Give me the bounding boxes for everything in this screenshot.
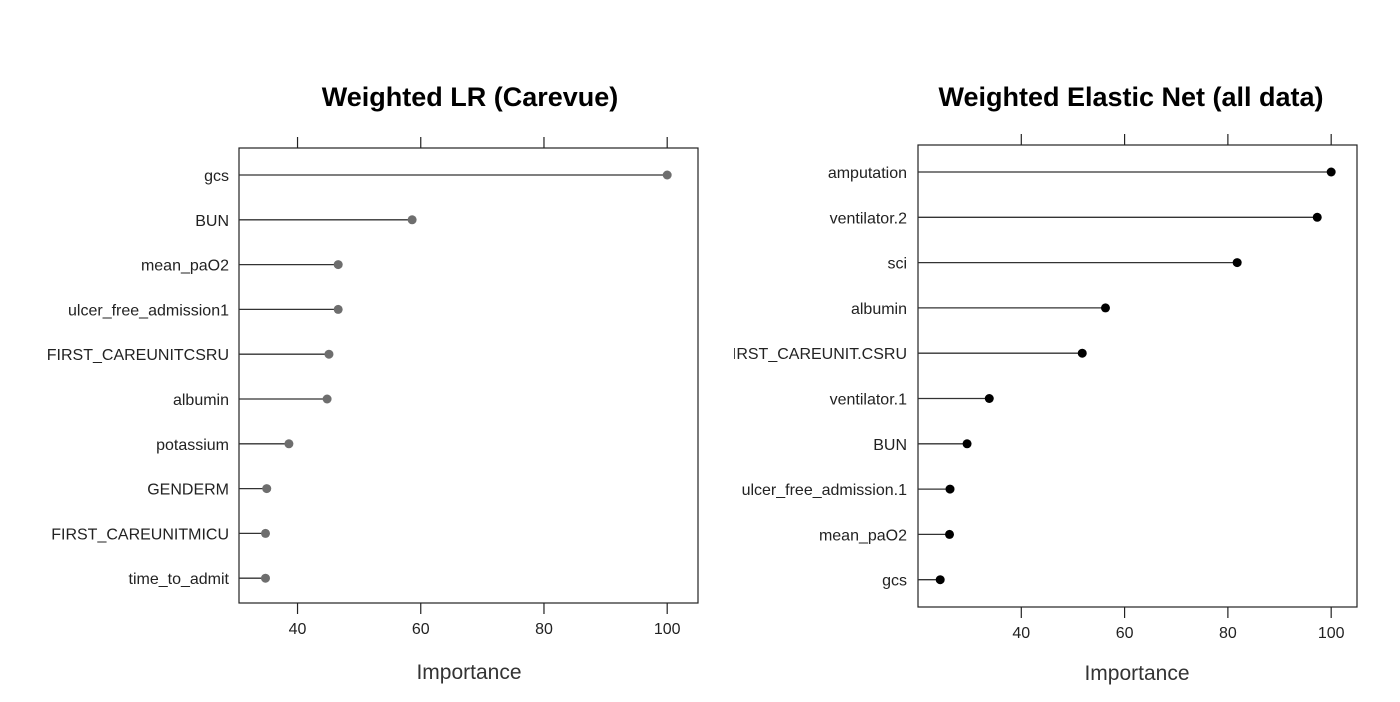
x-axis-label-weighted-elastic-net: Importance xyxy=(1084,662,1189,685)
chart-title-weighted-lr: Weighted LR (Carevue) xyxy=(322,82,619,112)
enet-tick-label-60: 60 xyxy=(1116,625,1134,642)
enet-category-label-sci: sci xyxy=(887,256,907,273)
lr-category-label-genderm: GENDERM xyxy=(147,482,229,499)
y-axis-labels-weighted-elastic-net: amputation ventilator.2 sci albumin FIRST_CA… xyxy=(722,165,908,590)
chart-title-weighted-elastic-net: Weighted Elastic Net (all data) xyxy=(938,82,1323,112)
panel-weighted-lr: Weighted LR (Carevue) 40 60 80 100 gcs BUN me… xyxy=(47,82,699,684)
lr-point-bun xyxy=(407,215,417,225)
enet-point-albumin xyxy=(1100,303,1110,313)
lr-tick-label-60: 60 xyxy=(412,621,430,638)
enet-category-label-albumin: albumin xyxy=(851,301,907,318)
lr-point-albumin xyxy=(322,394,332,404)
enet-category-label-ventilator-1: ventilator.1 xyxy=(830,392,907,409)
lr-category-label-first-careunitcsru: FIRST_CAREUNITCSRU xyxy=(47,347,229,364)
lr-point-ulcer-free-admission1 xyxy=(333,304,343,314)
lr-point-first-careunitcsru xyxy=(324,349,334,359)
enet-tick-label-80: 80 xyxy=(1219,625,1237,642)
lr-point-potassium xyxy=(284,439,294,449)
panel-weighted-elastic-net: Weighted Elastic Net (all data) 40 60 80 10… xyxy=(722,82,1358,685)
enet-category-label-ulcer-free-admission-1: ulcer_free_admission.1 xyxy=(742,482,908,499)
enet-point-ulcer-free-admission-1 xyxy=(945,484,955,494)
x-axis-label-weighted-lr: Importance xyxy=(416,661,521,684)
lr-point-first-careunitmicu xyxy=(260,528,270,538)
marks-weighted-elastic-net xyxy=(918,167,1336,585)
enet-point-ventilator-1 xyxy=(984,394,994,403)
marks-weighted-lr xyxy=(239,170,672,583)
enet-point-amputation xyxy=(1326,167,1336,177)
enet-point-first-careunit-csru xyxy=(1077,348,1087,358)
enet-point-bun xyxy=(962,439,972,449)
lr-category-label-potassium: potassium xyxy=(156,437,229,454)
enet-point-sci xyxy=(1232,258,1242,268)
x-axis-weighted-elastic-net: 40 60 80 100 xyxy=(1012,134,1345,642)
plot-frame-weighted-lr xyxy=(238,147,699,604)
lr-category-label-bun: BUN xyxy=(195,213,229,230)
enet-category-label-gcs: gcs xyxy=(882,573,907,590)
lr-category-label-first-careunitmicu: FIRST_CAREUNITMICU xyxy=(51,526,229,543)
enet-point-ventilator-2 xyxy=(1312,212,1322,222)
enet-tick-label-100: 100 xyxy=(1318,625,1345,642)
y-axis-labels-weighted-lr: gcs BUN mean_paO2 ulcer_free_admission1 FIRS… xyxy=(47,168,230,588)
x-axis-weighted-lr: 40 60 80 100 xyxy=(289,137,681,638)
enet-category-label-ventilator-2: ventilator.2 xyxy=(830,210,907,227)
lr-category-label-ulcer-free-admission1: ulcer_free_admission1 xyxy=(68,302,229,319)
enet-category-label-amputation: amputation xyxy=(828,165,907,182)
lr-point-mean-pao2 xyxy=(333,260,343,270)
lr-tick-label-80: 80 xyxy=(535,621,553,638)
lr-point-gcs xyxy=(662,170,672,180)
enet-category-label-bun: BUN xyxy=(873,437,907,454)
plot-frame-weighted-elastic-net xyxy=(917,144,1358,608)
enet-point-mean-pao2 xyxy=(945,529,955,539)
enet-category-label-mean-pao2: mean_paO2 xyxy=(819,527,907,544)
enet-category-label-first-careunit-csru: FIRST_CAREUNIT.CSRU xyxy=(722,346,907,363)
lr-category-label-time-to-admit: time_to_admit xyxy=(129,571,230,588)
lr-point-genderm xyxy=(262,484,272,494)
lr-point-time-to-admit xyxy=(260,573,270,583)
enet-point-gcs xyxy=(935,575,945,585)
lr-tick-label-40: 40 xyxy=(289,621,307,638)
lr-tick-label-100: 100 xyxy=(654,621,681,638)
enet-tick-label-40: 40 xyxy=(1012,625,1030,642)
lr-category-label-albumin: albumin xyxy=(173,392,229,409)
lr-category-label-mean-pao2: mean_paO2 xyxy=(141,258,229,275)
lr-category-label-gcs: gcs xyxy=(204,168,229,185)
